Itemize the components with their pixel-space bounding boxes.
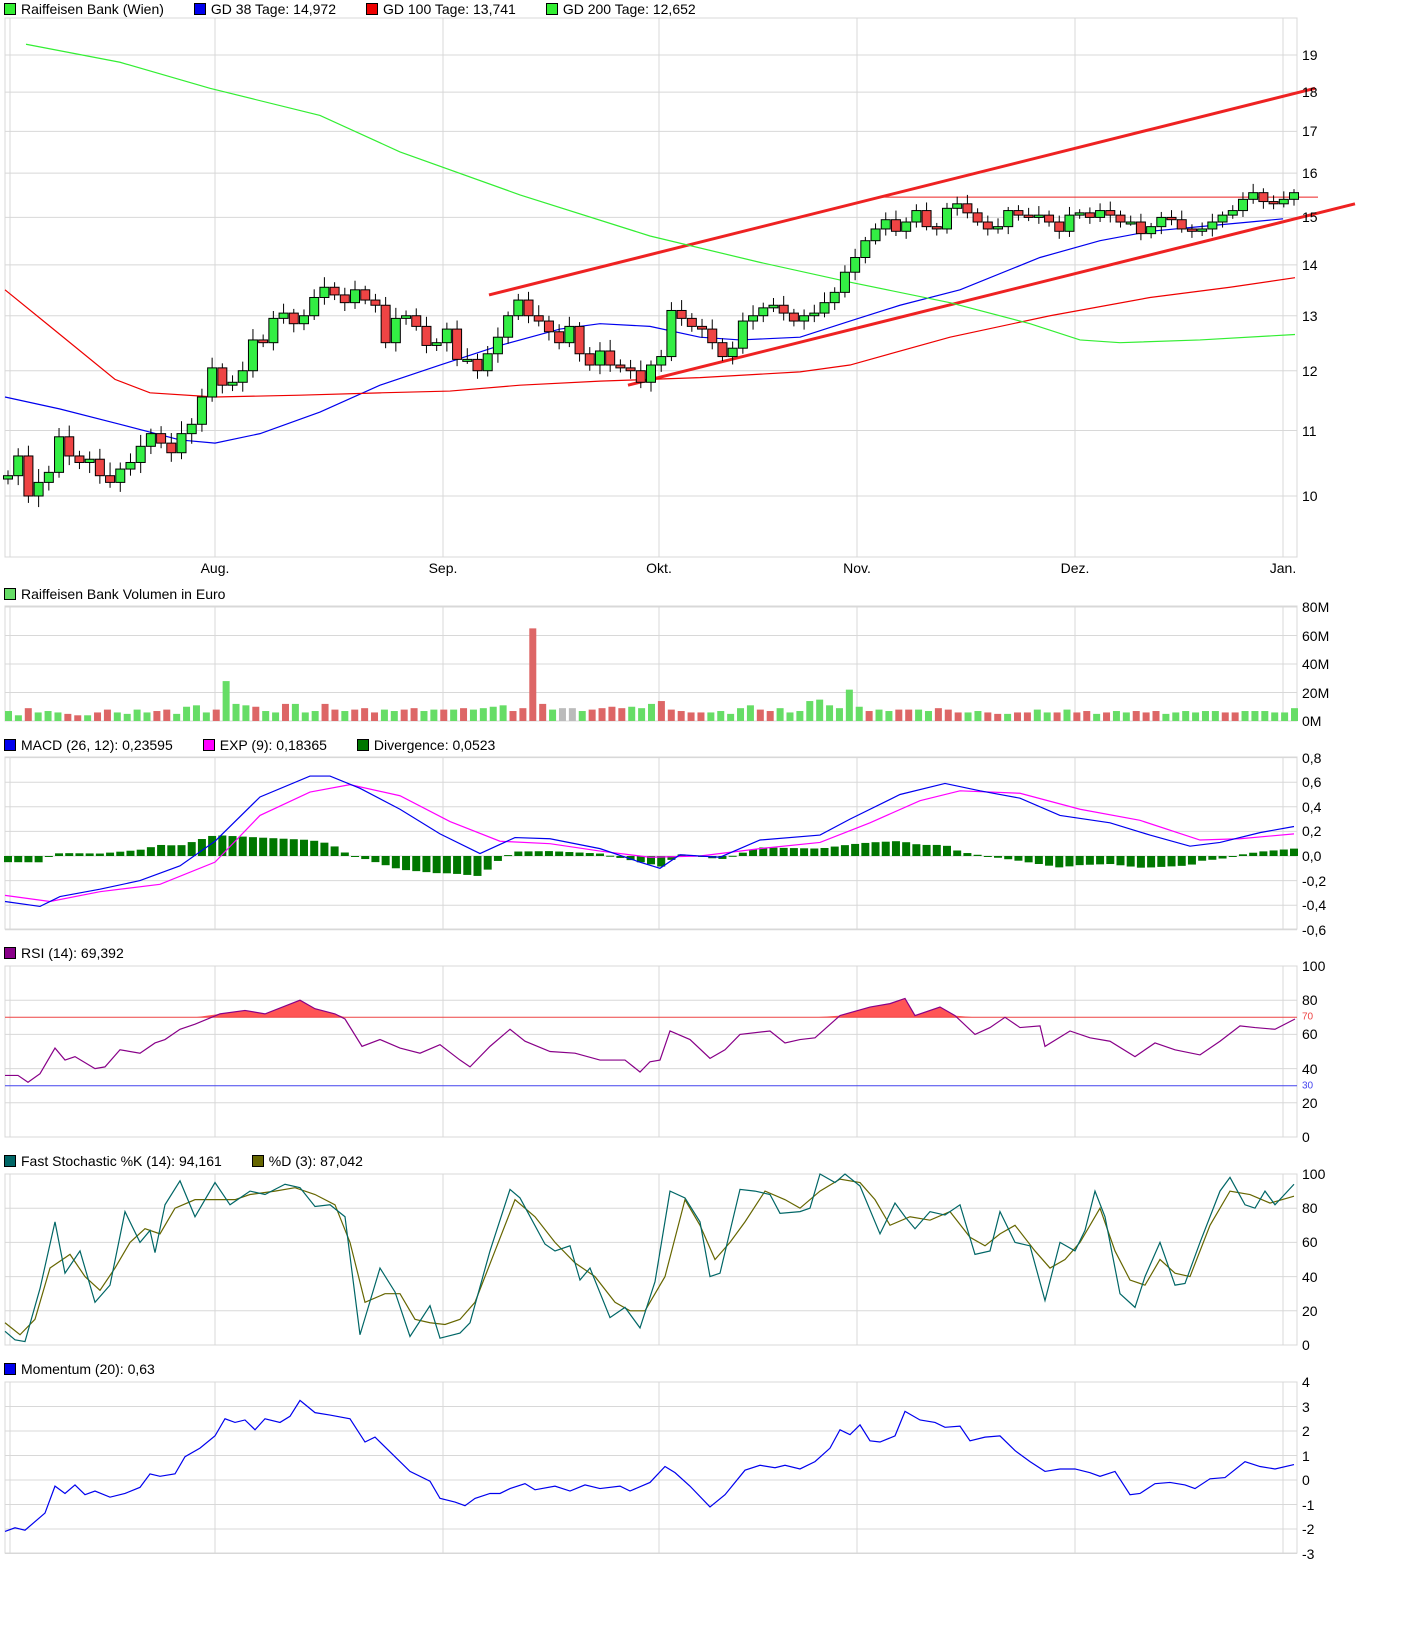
legend-label: GD 100 Tage: 13,741	[382, 1, 516, 17]
y-axis-label: -1	[1302, 1496, 1315, 1513]
y-axis-label: 80	[1302, 1200, 1318, 1217]
legend-item: Raiffeisen Bank (Wien)	[4, 1, 164, 17]
legend-label: GD 200 Tage: 12,652	[562, 1, 696, 17]
y-axis-label: 0,8	[1302, 749, 1322, 766]
y-axis-label: 0,4	[1302, 798, 1322, 815]
legend-swatch-icon	[4, 739, 16, 751]
y-axis-label: -0,6	[1302, 921, 1327, 938]
stochastic-legend: Fast Stochastic %K (14): 94,161 %D (3): 8…	[4, 1152, 393, 1170]
y-axis-label: 14	[1302, 256, 1318, 273]
y-axis-label: 0	[1302, 1337, 1310, 1353]
y-axis-label: 11	[1302, 422, 1317, 439]
legend-swatch-icon	[4, 1363, 16, 1375]
y-axis-label: 2	[1302, 1423, 1310, 1439]
rsi-legend: RSI (14): 69,392	[4, 944, 154, 962]
x-axis-label: Nov.	[843, 560, 871, 576]
y-axis-label: 100	[1302, 958, 1326, 974]
legend-swatch-icon	[4, 3, 16, 15]
y-axis-label: 30	[1302, 1080, 1314, 1092]
legend-label: Raiffeisen Bank Volumen in Euro	[21, 586, 226, 602]
y-axis-label: 17	[1302, 123, 1318, 140]
legend-item: Divergence: 0,0523	[356, 737, 496, 753]
legend-item: Fast Stochastic %K (14): 94,161	[4, 1153, 222, 1169]
legend-label: Fast Stochastic %K (14): 94,161	[21, 1153, 222, 1169]
y-axis-label: 20	[1302, 1094, 1318, 1111]
y-axis-label: 40	[1302, 1268, 1318, 1285]
legend-label: RSI (14): 69,392	[21, 945, 124, 961]
legend-item: GD 38 Tage: 14,972	[193, 1, 336, 17]
x-axis-label: Dez.	[1060, 560, 1090, 576]
legend-item: RSI (14): 69,392	[4, 945, 124, 961]
legend-label: EXP (9): 0,18365	[219, 737, 327, 753]
y-axis-label: 40	[1302, 1060, 1318, 1077]
y-axis-label: 12	[1302, 362, 1318, 379]
macd-legend: MACD (26, 12): 0,23595 EXP (9): 0,18365 Di…	[4, 736, 525, 754]
y-axis-label: 70	[1302, 1011, 1314, 1023]
x-axis-label: Jan.	[1269, 560, 1297, 576]
y-axis-label: 0,6	[1302, 774, 1322, 791]
y-axis-label: 80M	[1302, 599, 1330, 615]
y-axis-label: 4	[1302, 1374, 1310, 1390]
legend-swatch-icon	[4, 588, 16, 600]
legend-label: %D (3): 87,042	[268, 1153, 363, 1169]
legend-item: EXP (9): 0,18365	[202, 737, 327, 753]
legend-item: GD 100 Tage: 13,741	[365, 1, 516, 17]
y-axis-label: 100	[1302, 1166, 1326, 1182]
y-axis-label: -2	[1302, 1521, 1315, 1537]
y-axis-label: 1	[1302, 1447, 1310, 1464]
legend-swatch-icon	[356, 739, 369, 751]
legend-item: GD 200 Tage: 12,652	[545, 1, 696, 17]
y-axis-label: 15	[1302, 209, 1318, 226]
momentum-legend: Momentum (20): 0,63	[4, 1360, 185, 1378]
y-axis-label: -0,2	[1302, 872, 1327, 889]
legend-item: MACD (26, 12): 0,23595	[4, 737, 173, 753]
y-axis-label: 60	[1302, 1234, 1318, 1251]
legend-swatch-icon	[202, 739, 215, 751]
price-legend: Raiffeisen Bank (Wien) GD 38 Tage: 14,972…	[4, 0, 726, 18]
legend-swatch-icon	[545, 3, 558, 15]
y-axis-label: 0,2	[1302, 823, 1322, 840]
volume-legend: Raiffeisen Bank Volumen in Euro	[4, 585, 255, 603]
y-axis-label: 0	[1302, 1129, 1310, 1145]
y-axis-label: 80	[1302, 992, 1318, 1009]
legend-label: GD 38 Tage: 14,972	[210, 1, 336, 17]
y-axis-label: 19	[1302, 47, 1318, 63]
legend-label: Raiffeisen Bank (Wien)	[21, 1, 164, 17]
y-axis-label: -3	[1302, 1545, 1315, 1562]
legend-swatch-icon	[4, 1155, 16, 1167]
x-axis-label: Sep.	[428, 560, 458, 576]
legend-item: %D (3): 87,042	[251, 1153, 363, 1169]
y-axis-label: 40M	[1302, 656, 1330, 672]
y-axis-label: 20	[1302, 1302, 1318, 1319]
x-axis-label: Aug.	[200, 560, 230, 576]
legend-label: MACD (26, 12): 0,23595	[21, 737, 173, 753]
legend-item: Momentum (20): 0,63	[4, 1361, 155, 1377]
legend-item: Raiffeisen Bank Volumen in Euro	[4, 586, 225, 602]
legend-swatch-icon	[4, 947, 16, 959]
legend-swatch-icon	[251, 1155, 264, 1167]
y-axis-label: -0,4	[1302, 897, 1327, 914]
legend-swatch-icon	[365, 3, 378, 15]
y-axis-label: 10	[1302, 488, 1318, 504]
legend-swatch-icon	[193, 3, 206, 15]
y-axis-label: 18	[1302, 84, 1318, 101]
y-axis-label: 60M	[1302, 627, 1330, 644]
legend-label: Momentum (20): 0,63	[21, 1361, 155, 1377]
y-axis-label: 16	[1302, 165, 1318, 182]
y-axis-label: 3	[1302, 1398, 1310, 1415]
y-axis-label: 0,0	[1302, 848, 1322, 864]
legend-label: Divergence: 0,0523	[373, 737, 496, 753]
x-axis-label: Okt.	[646, 560, 672, 576]
y-axis-label: 13	[1302, 307, 1318, 324]
y-axis-label: 0	[1302, 1472, 1310, 1488]
y-axis-label: 20M	[1302, 684, 1330, 701]
y-axis-label: 0M	[1302, 713, 1322, 729]
y-axis-label: 60	[1302, 1026, 1318, 1043]
